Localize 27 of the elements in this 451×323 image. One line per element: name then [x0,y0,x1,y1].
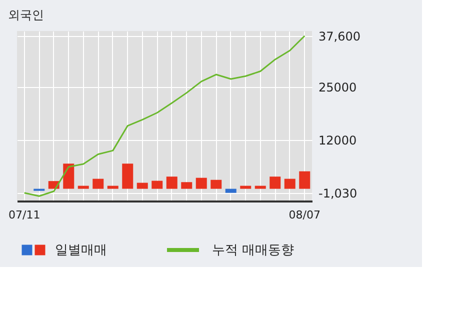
chart-title: 외국인 [8,8,44,22]
y-tick-label: 12000 [318,133,357,148]
bar [78,186,89,189]
bar [210,180,222,189]
bar [240,186,252,189]
y-tick-label: -1,030 [318,186,358,200]
bar [254,186,266,189]
bar [299,171,310,189]
bar [63,164,74,189]
bar [107,186,118,189]
bar [122,164,134,189]
bar [225,188,236,193]
bar [152,180,163,189]
y-tick-label: 25000 [318,80,357,95]
y-tick-label: 37,600 [318,29,360,44]
line-series [24,35,306,197]
bar [181,182,192,189]
bar [166,176,178,189]
x-tick-label: 07/11 [8,208,40,222]
bar [270,176,281,189]
bar [136,182,148,189]
x-tick-label: 08/07 [288,208,320,222]
legend-label: 일별매매 [55,243,107,258]
bar [284,178,296,189]
legend-label: 누적 매매동향 [212,243,294,258]
bar [92,178,104,189]
bar [196,178,207,189]
